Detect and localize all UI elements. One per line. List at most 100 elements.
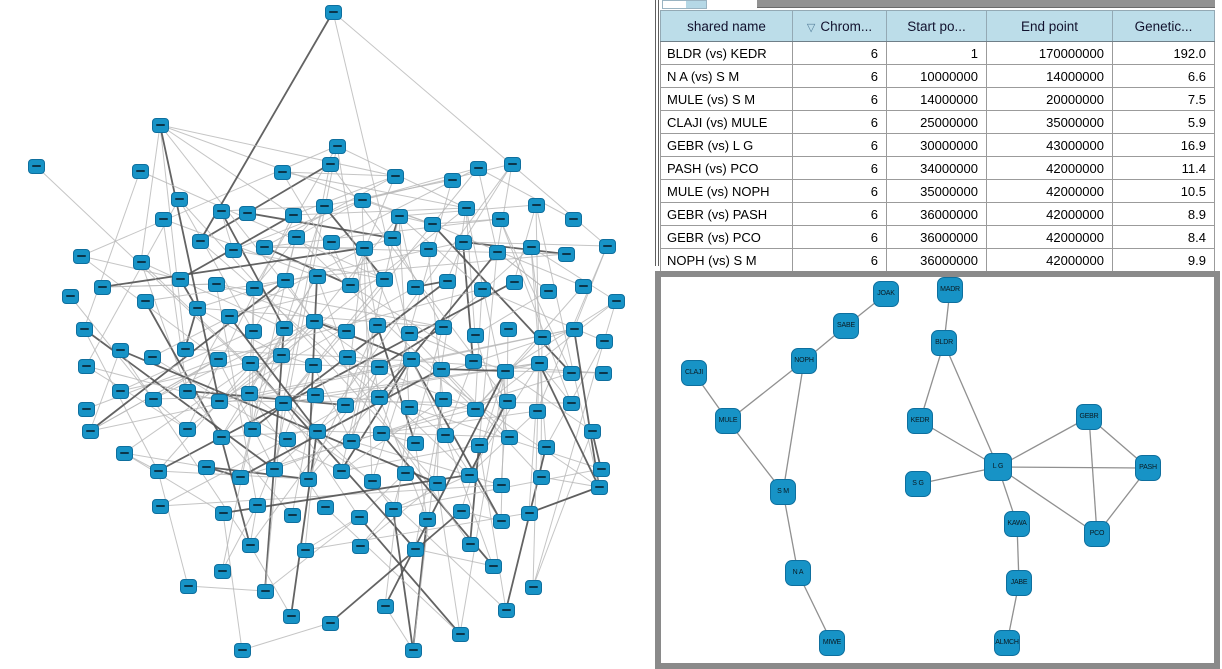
- network-node[interactable]: [198, 460, 215, 475]
- network-node[interactable]: [342, 278, 359, 293]
- column-header-start-po[interactable]: Start po...: [886, 10, 987, 42]
- network-node[interactable]: [94, 280, 111, 295]
- value-cell[interactable]: 34000000: [886, 156, 987, 180]
- edge-name-cell[interactable]: MULE (vs) S M: [660, 87, 793, 111]
- value-cell[interactable]: 170000000: [986, 41, 1113, 65]
- value-cell[interactable]: 6: [792, 41, 887, 65]
- network-node[interactable]: [288, 230, 305, 245]
- network-node[interactable]: [317, 500, 334, 515]
- value-cell[interactable]: 42000000: [986, 156, 1113, 180]
- network-node[interactable]: [211, 394, 228, 409]
- value-cell[interactable]: 36000000: [886, 225, 987, 249]
- value-cell[interactable]: 11.4: [1112, 156, 1215, 180]
- network-node[interactable]: [608, 294, 625, 309]
- value-cell[interactable]: 1: [886, 41, 987, 65]
- network-node[interactable]: [575, 279, 592, 294]
- network-node[interactable]: [461, 468, 478, 483]
- table-row[interactable]: BLDR (vs) KEDR 6 1 170000000 192.0: [660, 41, 1215, 65]
- value-cell[interactable]: 14000000: [986, 64, 1113, 88]
- network-node[interactable]: [500, 322, 517, 337]
- network-node[interactable]: [116, 446, 133, 461]
- network-node[interactable]: [306, 314, 323, 329]
- network-node[interactable]: [523, 240, 540, 255]
- network-node[interactable]: [521, 506, 538, 521]
- value-cell[interactable]: 8.9: [1112, 202, 1215, 226]
- network-node[interactable]: [244, 422, 261, 437]
- edge-name-cell[interactable]: PASH (vs) PCO: [660, 156, 793, 180]
- edge-name-cell[interactable]: CLAJI (vs) MULE: [660, 110, 793, 134]
- network-node-madr[interactable]: MADR: [937, 277, 963, 303]
- network-node[interactable]: [401, 400, 418, 415]
- network-node-jabe[interactable]: JABE: [1006, 570, 1032, 596]
- network-node[interactable]: [465, 354, 482, 369]
- network-node[interactable]: [364, 474, 381, 489]
- network-node[interactable]: [234, 643, 251, 658]
- network-node[interactable]: [133, 255, 150, 270]
- table-row[interactable]: CLAJI (vs) MULE 6 25000000 35000000 5.9: [660, 110, 1215, 134]
- network-node[interactable]: [531, 356, 548, 371]
- network-node[interactable]: [155, 212, 172, 227]
- table-row[interactable]: MULE (vs) S M 6 14000000 20000000 7.5: [660, 87, 1215, 111]
- network-node[interactable]: [343, 434, 360, 449]
- network-node[interactable]: [62, 289, 79, 304]
- network-node[interactable]: [455, 235, 472, 250]
- network-node[interactable]: [558, 247, 575, 262]
- network-node[interactable]: [385, 502, 402, 517]
- value-cell[interactable]: 42000000: [986, 248, 1113, 272]
- network-node[interactable]: [82, 424, 99, 439]
- network-node[interactable]: [266, 462, 283, 477]
- network-node-pash[interactable]: PASH: [1135, 455, 1161, 481]
- edge-name-cell[interactable]: MULE (vs) NOPH: [660, 179, 793, 203]
- network-node-claji[interactable]: CLAJI: [681, 360, 707, 386]
- network-node[interactable]: [152, 118, 169, 133]
- value-cell[interactable]: 20000000: [986, 87, 1113, 111]
- value-cell[interactable]: 6: [792, 133, 887, 157]
- cut-off-toolbar-tab[interactable]: [662, 0, 707, 9]
- value-cell[interactable]: 36000000: [886, 202, 987, 226]
- network-node[interactable]: [506, 275, 523, 290]
- network-node[interactable]: [307, 388, 324, 403]
- network-node-kedr[interactable]: KEDR: [907, 408, 933, 434]
- network-node[interactable]: [504, 157, 521, 172]
- network-node[interactable]: [437, 428, 454, 443]
- network-node[interactable]: [439, 274, 456, 289]
- edge-name-cell[interactable]: GEBR (vs) PCO: [660, 225, 793, 249]
- network-node-miwe[interactable]: MIWE: [819, 630, 845, 656]
- network-node-s-m[interactable]: S M: [770, 479, 796, 505]
- filter-icon[interactable]: ▽: [806, 21, 816, 34]
- network-node[interactable]: [73, 249, 90, 264]
- network-node[interactable]: [221, 309, 238, 324]
- network-node[interactable]: [525, 580, 542, 595]
- network-node[interactable]: [179, 384, 196, 399]
- network-node[interactable]: [323, 235, 340, 250]
- value-cell[interactable]: 7.5: [1112, 87, 1215, 111]
- value-cell[interactable]: 43000000: [986, 133, 1113, 157]
- network-node[interactable]: [492, 212, 509, 227]
- value-cell[interactable]: 36000000: [886, 248, 987, 272]
- network-node[interactable]: [275, 396, 292, 411]
- network-node-almch[interactable]: ALMCH: [994, 630, 1020, 656]
- network-node[interactable]: [213, 430, 230, 445]
- network-node[interactable]: [593, 462, 610, 477]
- value-cell[interactable]: 6: [792, 110, 887, 134]
- network-node[interactable]: [444, 173, 461, 188]
- network-node[interactable]: [285, 208, 302, 223]
- network-node-s-g[interactable]: S G: [905, 471, 931, 497]
- value-cell[interactable]: 42000000: [986, 202, 1113, 226]
- value-cell[interactable]: 6: [792, 202, 887, 226]
- network-node[interactable]: [171, 192, 188, 207]
- network-node[interactable]: [435, 320, 452, 335]
- network-node[interactable]: [453, 504, 470, 519]
- table-row[interactable]: MULE (vs) NOPH 6 35000000 42000000 10.5: [660, 179, 1215, 203]
- network-node[interactable]: [528, 198, 545, 213]
- column-header-genetic[interactable]: Genetic...: [1112, 10, 1215, 42]
- network-node[interactable]: [403, 352, 420, 367]
- network-node[interactable]: [377, 599, 394, 614]
- network-overview-panel[interactable]: [0, 0, 650, 669]
- network-node[interactable]: [497, 364, 514, 379]
- network-node[interactable]: [470, 161, 487, 176]
- network-node[interactable]: [333, 464, 350, 479]
- network-node[interactable]: [351, 510, 368, 525]
- network-node[interactable]: [225, 243, 242, 258]
- table-row[interactable]: N A (vs) S M 6 10000000 14000000 6.6: [660, 64, 1215, 88]
